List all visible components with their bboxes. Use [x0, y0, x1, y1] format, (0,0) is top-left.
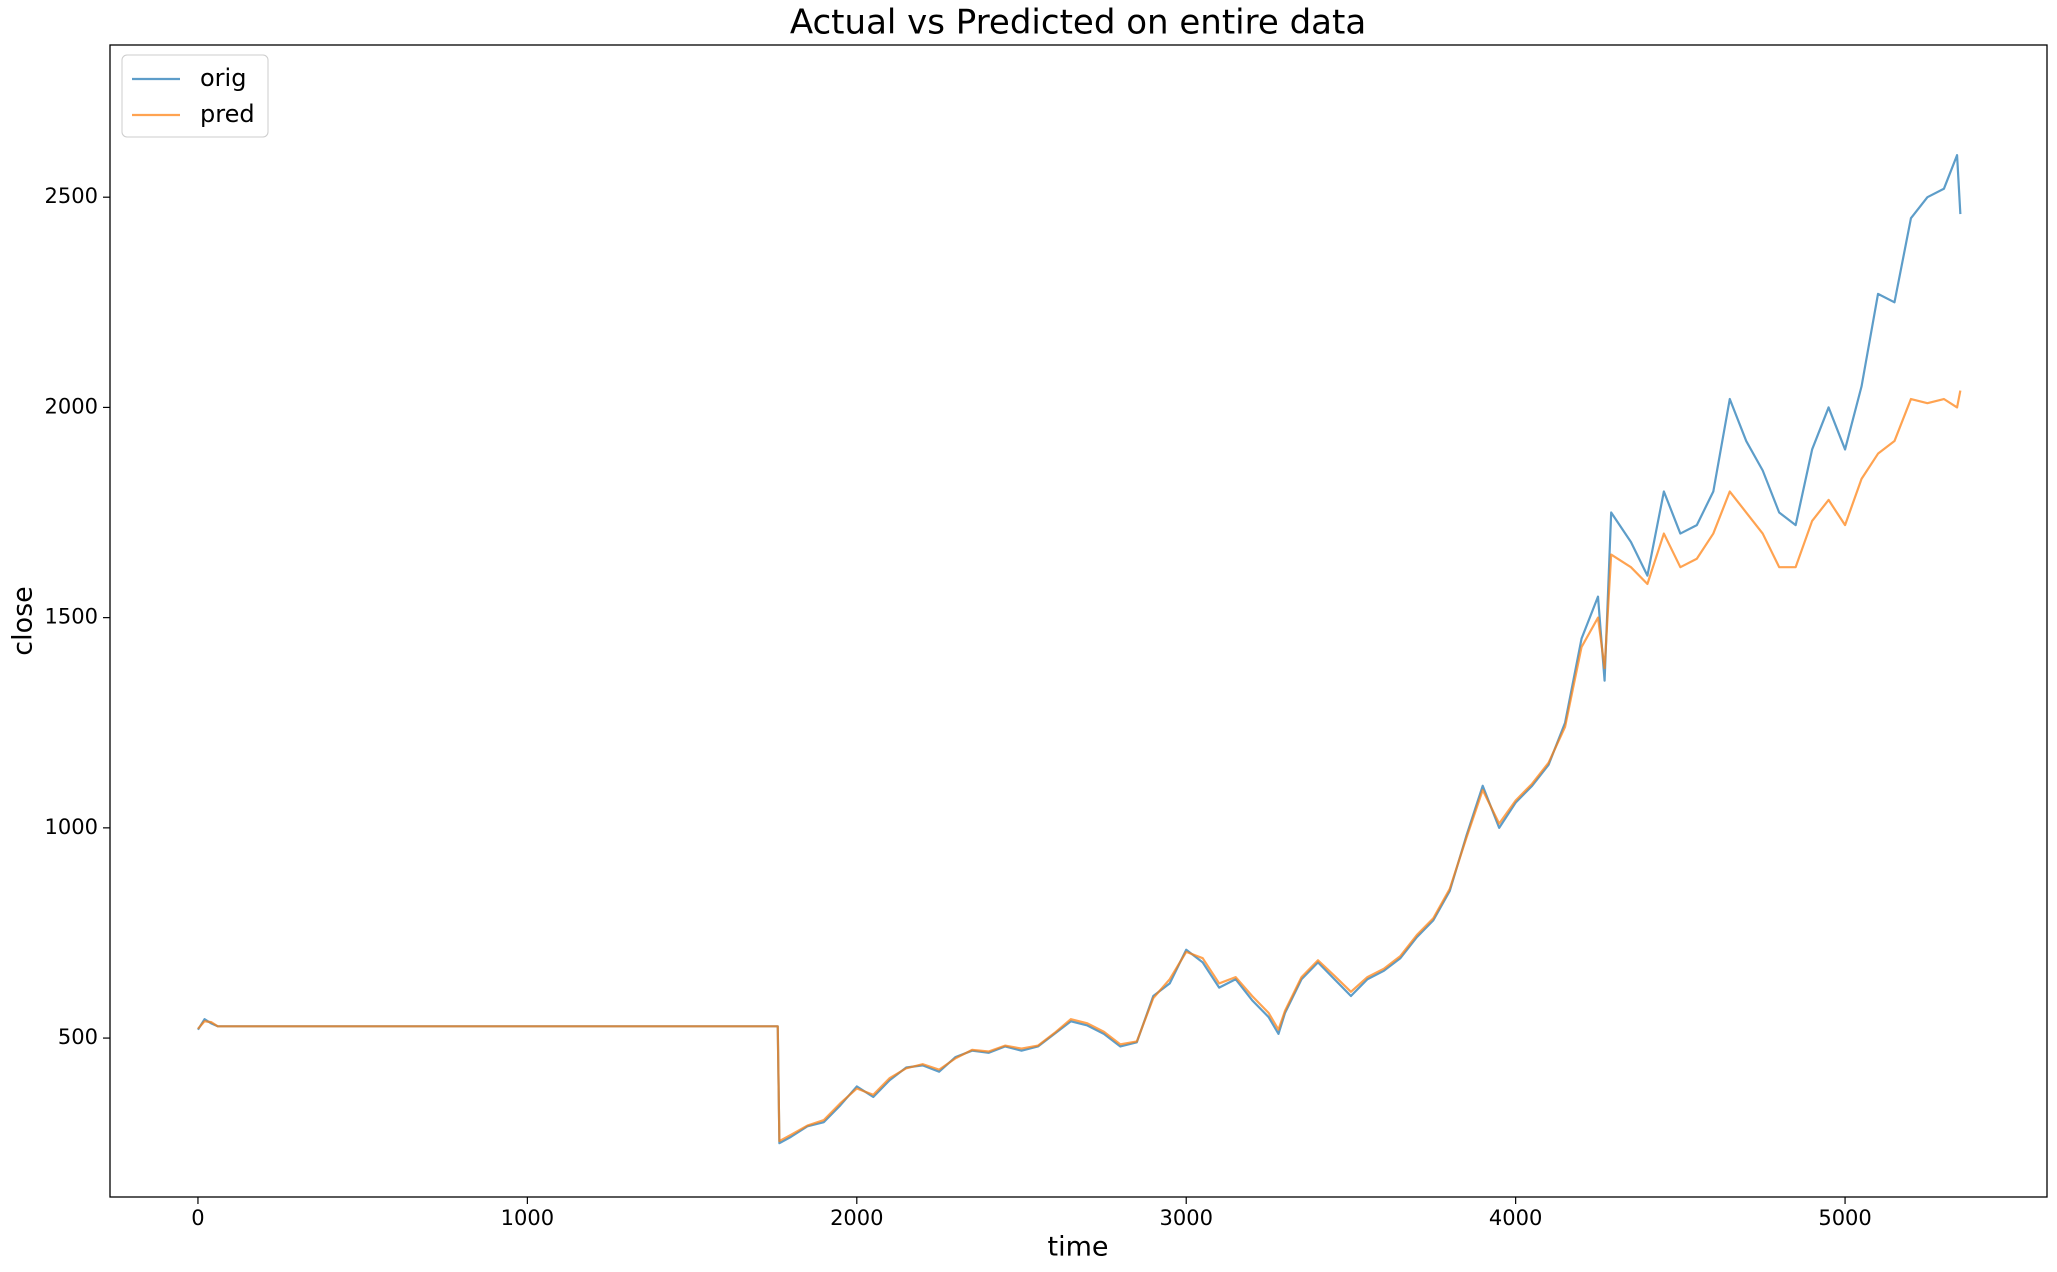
series-line	[197, 390, 1962, 1143]
x-tick-label: 5000	[1818, 1206, 1871, 1230]
y-axis-label: close	[8, 586, 39, 656]
legend-label: pred	[200, 100, 255, 128]
y-tick-label: 2000	[45, 394, 98, 418]
legend-label: orig	[200, 64, 246, 92]
x-tick-label: 2000	[830, 1206, 883, 1230]
plot-frame	[109, 44, 2048, 1198]
x-tick-label: 4000	[1489, 1206, 1542, 1230]
x-tick-label: 1000	[501, 1206, 554, 1230]
chart-title: Actual vs Predicted on entire data	[790, 3, 1366, 43]
y-tick-label: 1500	[45, 605, 98, 629]
y-tick-label: 2500	[45, 184, 98, 208]
x-tick-label: 0	[191, 1206, 204, 1230]
y-tick-label: 1000	[45, 815, 98, 839]
series-line	[197, 154, 1962, 1145]
x-tick-label: 3000	[1159, 1206, 1212, 1230]
legend-box	[121, 54, 269, 138]
x-axis-label: time	[1047, 1232, 1108, 1263]
y-tick-label: 500	[58, 1025, 98, 1049]
